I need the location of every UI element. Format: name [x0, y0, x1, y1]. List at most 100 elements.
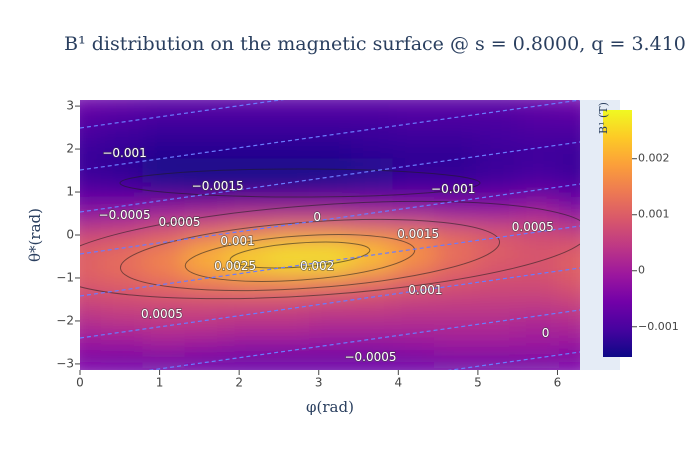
heat-cell [350, 156, 394, 180]
heat-cell [80, 133, 102, 157]
heat-cell [434, 246, 477, 270]
heat-cell [100, 223, 143, 247]
heat-cell [184, 156, 227, 180]
heat-cell [517, 313, 560, 337]
heat-cell [392, 358, 435, 370]
heat-cell [350, 178, 394, 202]
x-tick-label: 0 [76, 376, 84, 390]
heat-cell [475, 156, 519, 180]
heat-cell [559, 358, 580, 370]
x-tick-label: 2 [235, 376, 243, 390]
heat-cell [100, 178, 143, 202]
y-tick-label: −1 [56, 270, 74, 284]
contour-label: 0.002 [300, 259, 334, 273]
heat-cell [184, 336, 227, 360]
y-tick-label: 0 [66, 228, 74, 242]
heat-cell [392, 100, 435, 112]
heat-cell [267, 133, 310, 157]
heat-cell [517, 223, 560, 247]
heat-cell [225, 313, 268, 337]
heat-cell [267, 358, 310, 370]
overlay: −0.001 −0.0015 −0.001 −0.0005 0.0005 0 0.001 0.… [56, 99, 678, 390]
heat-cell [267, 100, 310, 112]
heat-cell [434, 133, 477, 157]
heat-cell [184, 358, 227, 370]
y-tick-label: −2 [56, 313, 74, 327]
contour-label: 0 [313, 210, 321, 224]
heat-cell [267, 313, 310, 337]
heat-cell [309, 223, 352, 247]
heat-cell [100, 133, 143, 157]
heat-cell [267, 246, 310, 270]
heat-cell [350, 268, 394, 292]
heat-cell [434, 201, 477, 225]
field-line [147, 309, 580, 370]
heat-cell [559, 268, 580, 292]
heat-cell [392, 178, 435, 202]
heat-cell [80, 268, 102, 292]
heat-cell [350, 358, 394, 370]
heat-cell [100, 358, 143, 370]
heat-cell [392, 201, 435, 225]
contour-label: 0.001 [408, 283, 442, 297]
heat-cell [559, 313, 580, 337]
heat-cell [142, 268, 185, 292]
heat-cell [309, 100, 352, 112]
heat-cell [475, 336, 519, 360]
heat-cell [225, 201, 268, 225]
heat-cell [392, 156, 435, 180]
heat-cell [475, 133, 519, 157]
heat-cell [434, 358, 477, 370]
field-line [80, 225, 580, 297]
heat-cell [267, 178, 310, 202]
heat-cell [350, 133, 394, 157]
heat-cell [475, 100, 519, 112]
heat-cell [475, 178, 519, 202]
heat-cell [392, 336, 435, 360]
contour-label: −0.0005 [344, 350, 396, 364]
heat-cell [225, 246, 268, 270]
heat-cell [350, 111, 394, 135]
heat-cell [559, 133, 580, 157]
heat-cell [142, 313, 185, 337]
contour-label: 0.0005 [141, 307, 183, 321]
heat-cell [434, 291, 477, 315]
heat-cell [475, 223, 519, 247]
contour-label: −0.0005 [99, 208, 151, 222]
heat-cell [392, 133, 435, 157]
heat-cell [80, 336, 102, 360]
contour-label: −0.001 [102, 146, 146, 160]
heat-cell [142, 246, 185, 270]
heat-cell [100, 111, 143, 135]
x-tick-label: 1 [156, 376, 164, 390]
contour-label: −0.0015 [192, 179, 244, 193]
heat-cell [309, 178, 352, 202]
y-tick-label: 3 [66, 99, 74, 113]
colorbar-tick-label: −0.001 [638, 320, 679, 333]
heat-cell [267, 291, 310, 315]
heat-cell [80, 246, 102, 270]
heatmap-cells [80, 100, 580, 370]
colorbar-tick-label: 0.002 [638, 152, 670, 165]
contour-label: 0 [542, 326, 550, 340]
field-line [447, 351, 580, 370]
heat-cell [184, 100, 227, 112]
heat-cell [475, 201, 519, 225]
heat-cell [517, 336, 560, 360]
heat-cell [100, 313, 143, 337]
contour-line [119, 219, 501, 291]
heat-cell [100, 100, 143, 112]
heat-cell [225, 100, 268, 112]
heat-cell [517, 246, 560, 270]
heat-cell [559, 336, 580, 360]
heat-cell [475, 246, 519, 270]
heat-cell [142, 358, 185, 370]
heat-cell [142, 156, 185, 180]
heat-cell [434, 223, 477, 247]
contour-label: 0.0005 [512, 220, 554, 234]
heat-cell [392, 291, 435, 315]
heat-cell [475, 291, 519, 315]
field-line [80, 183, 580, 255]
y-axis-title: θ*(rad) [26, 208, 44, 262]
